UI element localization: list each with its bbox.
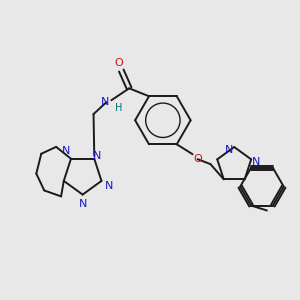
Text: N: N: [78, 200, 87, 209]
Text: N: N: [105, 181, 114, 191]
Text: N: N: [252, 157, 260, 167]
Text: H: H: [115, 103, 122, 113]
Text: N: N: [225, 145, 233, 155]
Text: N: N: [101, 97, 110, 107]
Text: O: O: [114, 58, 123, 68]
Text: N: N: [62, 146, 70, 156]
Text: O: O: [193, 154, 202, 164]
Text: N: N: [93, 151, 101, 161]
